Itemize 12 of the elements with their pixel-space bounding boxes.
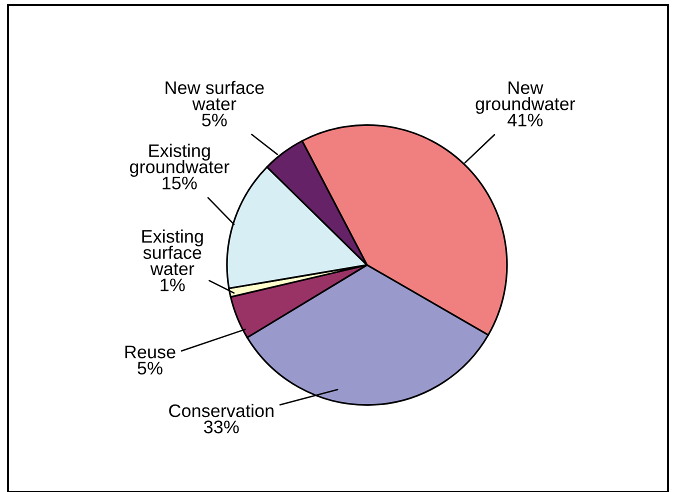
data-label: 5% xyxy=(138,362,162,375)
data-label: 1% xyxy=(160,278,185,292)
slice-label: Conservation xyxy=(169,404,274,418)
data-label: 5% xyxy=(202,114,227,126)
data-label: 41% xyxy=(508,114,543,126)
legend-label: Existing groundwater xyxy=(130,144,230,177)
slice-label: Existing surface water xyxy=(142,230,203,276)
slice-label: Reuse xyxy=(125,346,176,358)
slice-label: New groundwater xyxy=(476,81,576,114)
data-label: 15% xyxy=(162,176,197,190)
data-label: 33% xyxy=(204,420,239,434)
slice-label: New surface water xyxy=(166,80,264,110)
